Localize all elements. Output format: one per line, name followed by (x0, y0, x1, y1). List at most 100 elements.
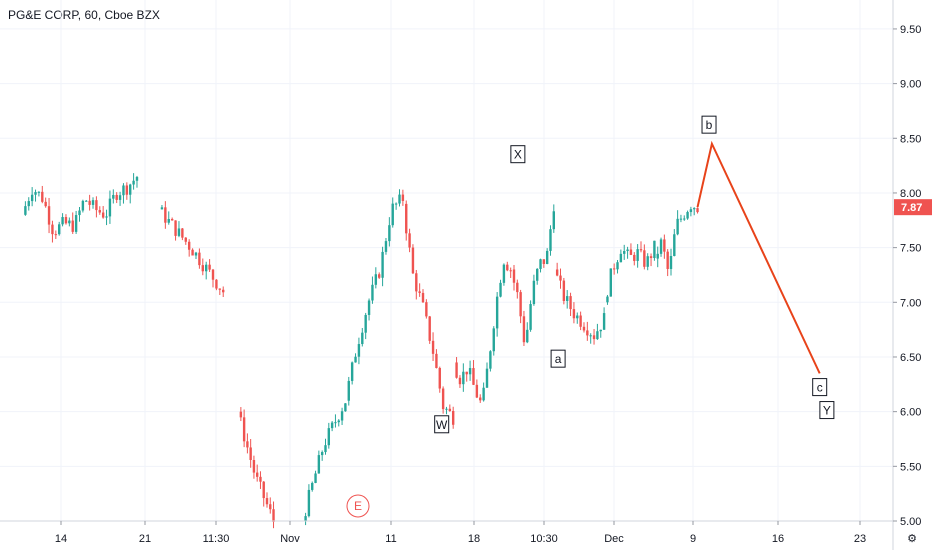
candle-body-111 (462, 371, 465, 385)
candle-body-178 (686, 212, 689, 219)
settings-gear-icon[interactable]: ⚙ (907, 533, 917, 545)
projection-line (696, 140, 821, 374)
candle-body-166 (646, 256, 649, 267)
candle-body-78 (350, 362, 354, 381)
candle-body-51 (218, 288, 222, 290)
candle-body-113 (468, 368, 472, 375)
candle-body-139 (555, 269, 559, 276)
candle-body-66 (311, 482, 314, 490)
candle-body-172 (666, 251, 669, 269)
wave-box-a (550, 349, 566, 368)
candle-body-82 (364, 314, 367, 333)
candle-body-77 (347, 380, 350, 401)
candle-body-87 (381, 251, 384, 278)
candle-body-161 (629, 249, 633, 255)
candle-body-162 (633, 254, 636, 261)
candle-body-54 (242, 417, 246, 442)
candle-body-42 (187, 241, 191, 250)
candle-body-4 (37, 191, 41, 193)
candle-body-121 (495, 296, 499, 329)
candle-body-67 (314, 473, 317, 483)
candle-body-47 (204, 264, 208, 272)
candle-body-70 (324, 445, 327, 453)
candle-body-168 (653, 240, 656, 259)
event-badge-label: E (354, 499, 362, 513)
candle-body-116 (479, 397, 482, 401)
candle-body-134 (539, 259, 542, 269)
candle-body-28 (118, 195, 122, 200)
candle-body-36 (167, 218, 170, 223)
candle-body-132 (532, 280, 536, 305)
candle-body-84 (371, 284, 374, 301)
candle-body-118 (485, 368, 489, 388)
candle-body-1 (27, 201, 30, 207)
candle-body-5 (41, 191, 44, 202)
candle-body-35 (164, 207, 167, 223)
candle-body-83 (367, 300, 371, 315)
candle-body-18 (85, 200, 88, 202)
candle-body-160 (626, 249, 629, 252)
candle-body-100 (425, 302, 428, 317)
candle-body-173 (669, 255, 673, 269)
candle-body-20 (91, 200, 95, 205)
candle-body-123 (502, 264, 506, 283)
candle-body-115 (475, 384, 479, 398)
candle-body-0 (24, 206, 27, 215)
candle-body-130 (526, 329, 529, 343)
candle-body-133 (536, 268, 539, 281)
candle-body-103 (435, 353, 438, 368)
candle-body-46 (201, 265, 204, 272)
candle-body-53 (239, 411, 243, 418)
y-tick-label-6: 8.00 (900, 188, 921, 200)
wave-label-X: X (514, 148, 522, 162)
candle-body-114 (472, 368, 475, 385)
candle-body-156 (612, 268, 616, 270)
candle-body-58 (255, 472, 259, 477)
candle-body-146 (579, 315, 582, 327)
candle-body-169 (656, 253, 659, 259)
candle-body-107 (448, 408, 452, 412)
candle-body-40 (181, 228, 184, 238)
candle-body-64 (304, 516, 307, 521)
y-tick-label-5: 7.50 (900, 243, 921, 255)
candle-body-74 (337, 420, 340, 423)
candle-body-24 (105, 216, 108, 218)
candle-body-39 (177, 228, 181, 236)
candle-body-15 (74, 215, 78, 232)
candle-body-174 (673, 234, 676, 256)
candle-body-34 (160, 207, 164, 210)
wave-box-W (434, 415, 450, 434)
candle-body-149 (589, 335, 592, 337)
candle-body-17 (81, 200, 85, 211)
candle-body-167 (649, 256, 653, 259)
candle-body-170 (659, 239, 663, 254)
candle-body-72 (330, 422, 334, 429)
candle-body-94 (405, 203, 408, 234)
wave-label-b: b (706, 118, 713, 132)
candle-body-105 (441, 388, 445, 410)
candle-body-60 (262, 481, 265, 499)
candle-body-11 (61, 217, 64, 225)
candle-body-108 (451, 411, 455, 425)
candle-body-176 (679, 218, 683, 220)
candle-body-154 (606, 296, 609, 303)
candle-body-175 (676, 218, 679, 235)
candle-body-59 (259, 476, 262, 482)
candle-body-12 (64, 217, 68, 224)
wave-box-Y (819, 401, 835, 420)
candle-body-179 (689, 209, 693, 213)
candle-body-41 (184, 237, 187, 242)
candle-body-142 (566, 296, 569, 301)
x-tick-label-0: 14 (55, 533, 67, 545)
candle-body-88 (384, 241, 388, 252)
y-tick-label-1: 5.50 (900, 461, 921, 473)
candle-body-131 (529, 304, 532, 330)
last-price-tag (894, 199, 932, 216)
candle-body-128 (519, 292, 522, 317)
candle-body-23 (101, 212, 105, 218)
candle-body-129 (522, 316, 526, 343)
x-tick-label-2: 11:30 (203, 533, 230, 545)
candle-body-151 (596, 331, 599, 340)
x-tick-label-3: Nov (280, 533, 300, 545)
